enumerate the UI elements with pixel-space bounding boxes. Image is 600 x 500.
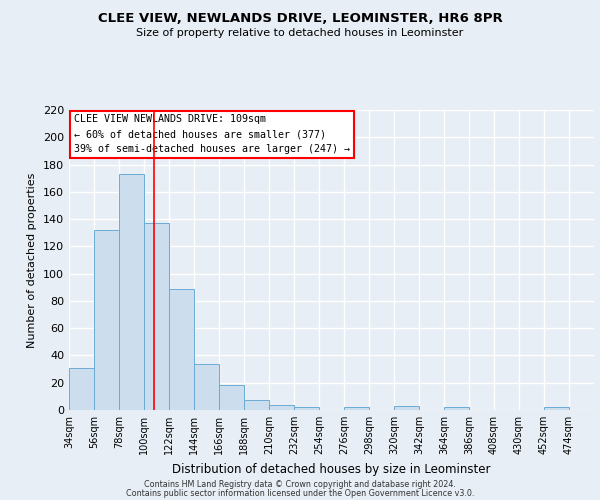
- Bar: [394, 406, 419, 410]
- Bar: [344, 408, 369, 410]
- Y-axis label: Number of detached properties: Number of detached properties: [28, 172, 37, 348]
- Bar: [194, 364, 219, 410]
- Bar: [69, 368, 94, 410]
- Text: CLEE VIEW, NEWLANDS DRIVE, LEOMINSTER, HR6 8PR: CLEE VIEW, NEWLANDS DRIVE, LEOMINSTER, H…: [98, 12, 502, 26]
- Bar: [219, 386, 244, 410]
- Bar: [294, 408, 319, 410]
- Bar: [269, 404, 294, 410]
- Bar: [444, 408, 469, 410]
- Text: Size of property relative to detached houses in Leominster: Size of property relative to detached ho…: [136, 28, 464, 38]
- Text: Contains public sector information licensed under the Open Government Licence v3: Contains public sector information licen…: [126, 488, 474, 498]
- Bar: [94, 230, 119, 410]
- X-axis label: Distribution of detached houses by size in Leominster: Distribution of detached houses by size …: [172, 462, 491, 475]
- Bar: [119, 174, 144, 410]
- Bar: [144, 223, 169, 410]
- Text: CLEE VIEW NEWLANDS DRIVE: 109sqm
← 60% of detached houses are smaller (377)
39% : CLEE VIEW NEWLANDS DRIVE: 109sqm ← 60% o…: [74, 114, 350, 154]
- Bar: [544, 408, 569, 410]
- Bar: [244, 400, 269, 410]
- Bar: [169, 288, 194, 410]
- Text: Contains HM Land Registry data © Crown copyright and database right 2024.: Contains HM Land Registry data © Crown c…: [144, 480, 456, 489]
